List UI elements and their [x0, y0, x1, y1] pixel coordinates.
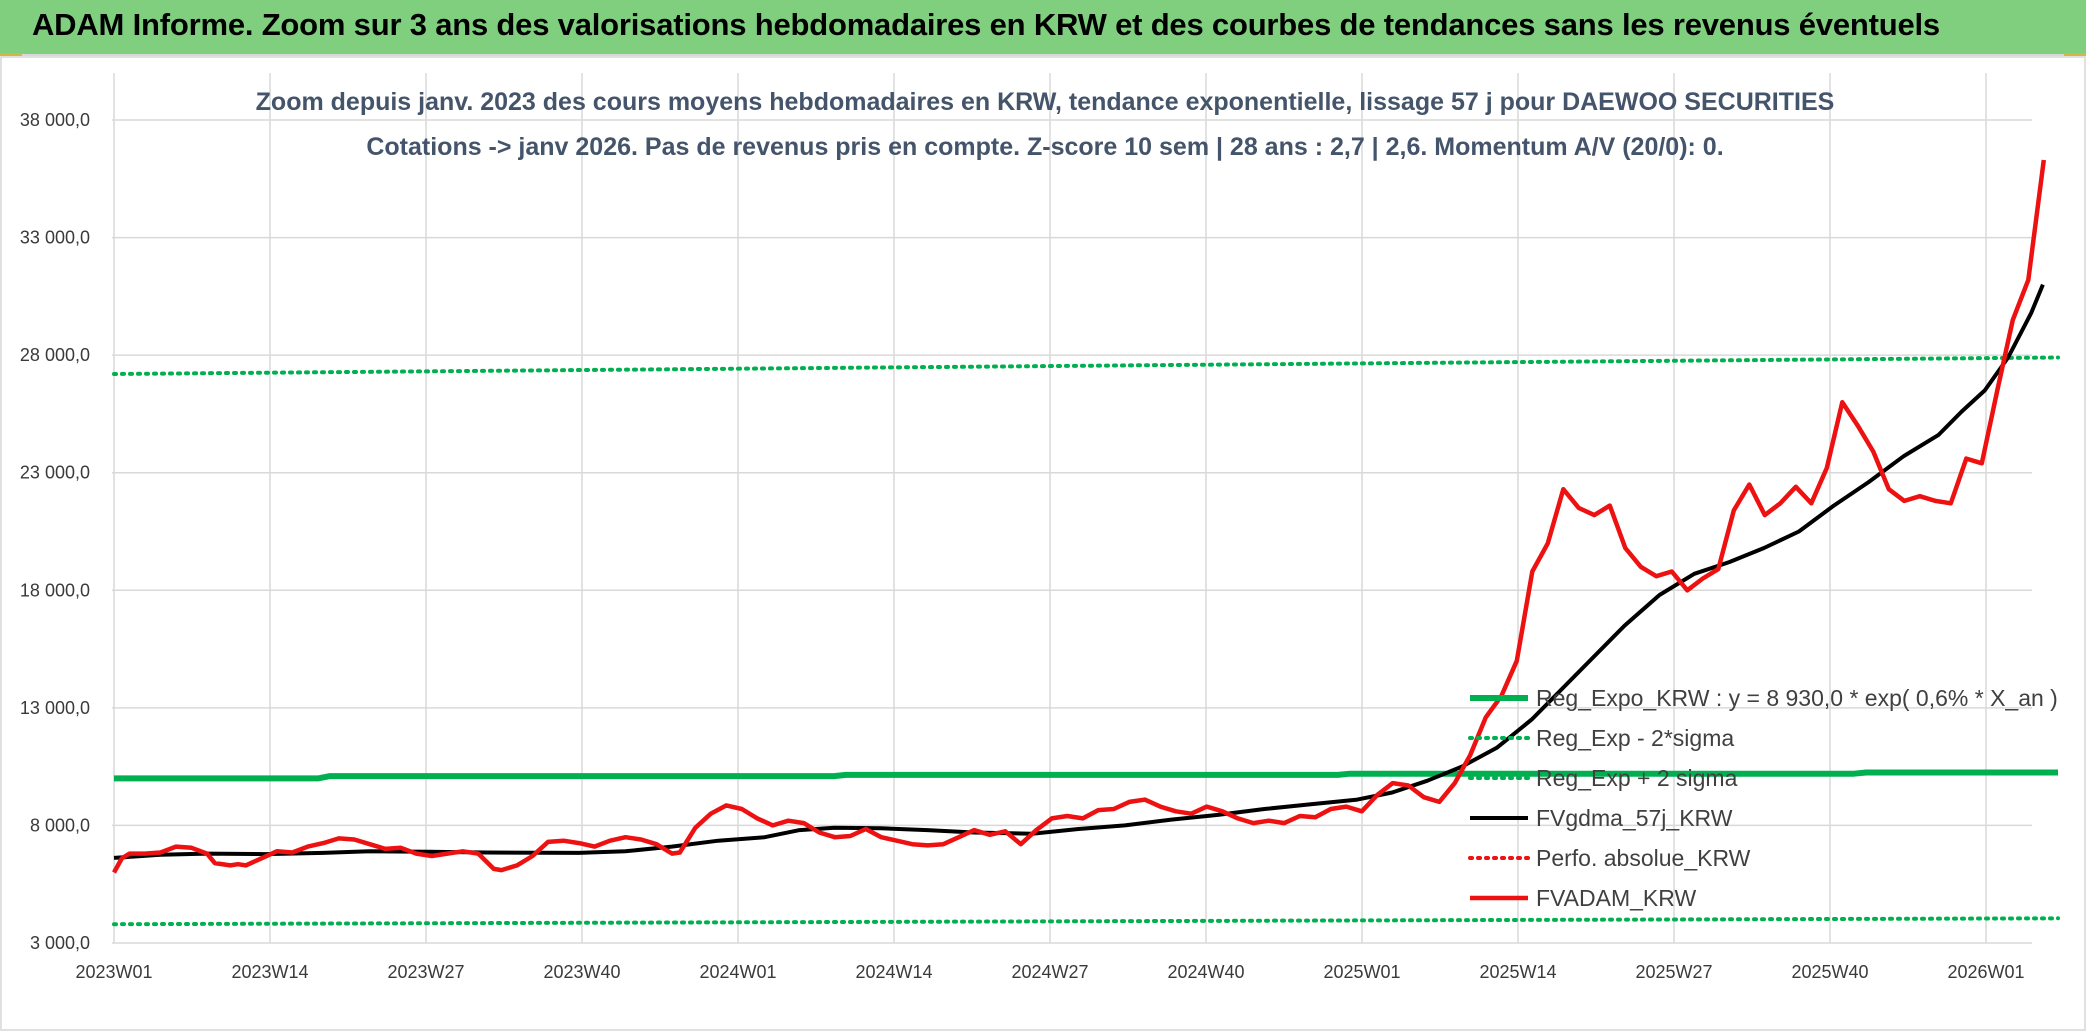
legend-label: Reg_Exp - 2*sigma — [1536, 725, 1734, 751]
series-line-fvadam_krw — [112, 159, 2047, 874]
x-tick-label: 2025W01 — [1323, 962, 1400, 982]
legend-label: Reg_Expo_KRW : y = 8 930,0 * exp( 0,6% *… — [1536, 685, 2058, 711]
x-tick-label: 2024W27 — [1011, 962, 1088, 982]
y-tick-label: 18 000,0 — [20, 580, 90, 600]
report-title: ADAM Informe. Zoom sur 3 ans des valoris… — [32, 7, 1940, 42]
x-tick-label: 2023W40 — [543, 962, 620, 982]
y-tick-label: 8 000,0 — [30, 815, 90, 835]
x-tick-label: 2024W40 — [1167, 962, 1244, 982]
line-chart: 3 000,0 8 000,0 13 000,0 18 000,0 23 000,0 28… — [20, 73, 2060, 982]
y-axis-ticks: 3 000,0 8 000,0 13 000,0 18 000,0 23 000,0 28… — [20, 110, 90, 953]
y-tick-label: 13 000,0 — [20, 698, 90, 718]
series-line-reg_exp — [112, 355, 2060, 376]
series-line-reg_expo_krw — [114, 769, 2058, 782]
legend: Reg_Expo_KRW : y = 8 930,0 * exp( 0,6% *… — [1468, 685, 2058, 911]
x-tick-label: 2023W27 — [387, 962, 464, 982]
x-tick-label: 2025W27 — [1635, 962, 1712, 982]
report-banner: ADAM Informe. Zoom sur 3 ans des valoris… — [0, 0, 2086, 56]
y-tick-label: 33 000,0 — [20, 228, 90, 248]
chart-area: 3 000,0 8 000,0 13 000,0 18 000,0 23 000,0 28… — [0, 56, 2086, 1031]
legend-label: Perfo. absolue_KRW — [1536, 845, 1751, 871]
legend-label: Reg_Exp + 2 sigma — [1536, 765, 1738, 791]
y-tick-label: 3 000,0 — [30, 933, 90, 953]
x-tick-label: 2025W14 — [1479, 962, 1556, 982]
y-tick-label: 28 000,0 — [20, 345, 90, 365]
chart-title-line-2: Cotations -> janv 2026. Pas de revenus p… — [366, 133, 1723, 161]
legend-label: FVADAM_KRW — [1536, 885, 1696, 911]
x-tick-label: 2024W01 — [699, 962, 776, 982]
gridlines — [112, 73, 2032, 944]
chart-title-line-1: Zoom depuis janv. 2023 des cours moyens … — [256, 88, 1835, 116]
x-tick-label: 2023W14 — [231, 962, 308, 982]
legend-label: FVgdma_57j_KRW — [1536, 805, 1733, 831]
x-tick-label: 2023W01 — [75, 962, 152, 982]
x-tick-label: 2025W40 — [1791, 962, 1868, 982]
x-tick-label: 2024W14 — [855, 962, 932, 982]
series-lines — [112, 159, 2060, 927]
x-axis-ticks: 2023W01 2023W14 2023W27 2023W40 2024W01 2024W… — [75, 962, 2024, 982]
y-tick-label: 23 000,0 — [20, 463, 90, 483]
series-line-reg_exp — [112, 916, 2060, 927]
x-tick-label: 2026W01 — [1947, 962, 2024, 982]
y-tick-label: 38 000,0 — [20, 110, 90, 130]
